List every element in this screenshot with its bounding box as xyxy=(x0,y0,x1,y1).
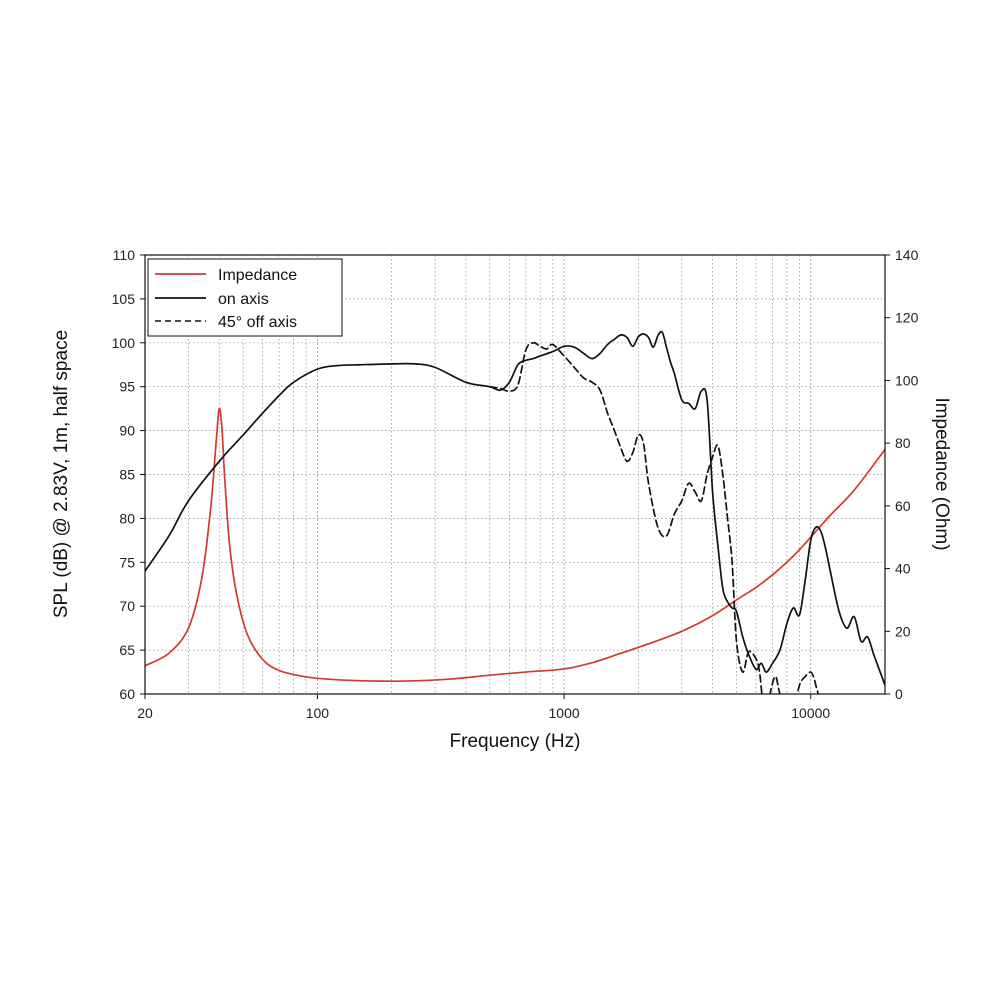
y2-tick-label: 20 xyxy=(895,623,911,639)
y-tick-label: 85 xyxy=(119,467,135,483)
x-axis-label: Frequency (Hz) xyxy=(450,731,581,752)
x-tick-label: 1000 xyxy=(549,705,580,721)
x-tick-label: 10000 xyxy=(791,705,830,721)
y2-tick-label: 140 xyxy=(895,247,919,263)
off-axis-45-line xyxy=(488,341,820,694)
y-tick-label: 95 xyxy=(119,379,135,395)
y-tick-label: 65 xyxy=(119,642,135,658)
y-axis-ticks: 60 65 70 75 80 85 90 95 100 105 110 xyxy=(112,247,145,702)
impedance-line xyxy=(145,407,885,683)
series-layer xyxy=(145,330,885,694)
x-tick-label: 100 xyxy=(306,705,330,721)
y-tick-label: 100 xyxy=(112,335,136,351)
y-tick-label: 110 xyxy=(113,247,136,263)
legend: Impedance on axis 45° off axis xyxy=(147,258,343,337)
y-tick-label: 60 xyxy=(119,686,135,702)
legend-label-on-axis: on axis xyxy=(218,291,269,308)
y2-tick-label: 0 xyxy=(895,686,903,702)
y2-axis-label: Impedance (Ohm) xyxy=(931,397,952,550)
y-tick-label: 70 xyxy=(119,598,135,614)
y2-tick-label: 120 xyxy=(895,310,919,326)
on-axis-line xyxy=(145,330,885,687)
y2-tick-label: 80 xyxy=(895,435,911,451)
x-axis-ticks: 20 100 1000 10000 xyxy=(137,694,830,721)
legend-label-impedance: Impedance xyxy=(218,267,297,284)
y2-axis-ticks: 0 20 40 60 80 100 120 140 xyxy=(885,247,919,702)
y-tick-label: 105 xyxy=(112,291,136,307)
x-tick-label: 20 xyxy=(137,705,153,721)
y2-tick-label: 60 xyxy=(895,498,911,514)
y2-tick-label: 100 xyxy=(895,372,919,388)
y-tick-label: 90 xyxy=(119,423,135,439)
y2-tick-label: 40 xyxy=(895,561,911,577)
y-tick-label: 75 xyxy=(119,554,135,570)
y-axis-label: SPL (dB) @ 2.83V, 1m, half space xyxy=(51,330,72,618)
y-tick-label: 80 xyxy=(119,510,135,526)
legend-label-off-axis: 45° off axis xyxy=(218,314,297,331)
